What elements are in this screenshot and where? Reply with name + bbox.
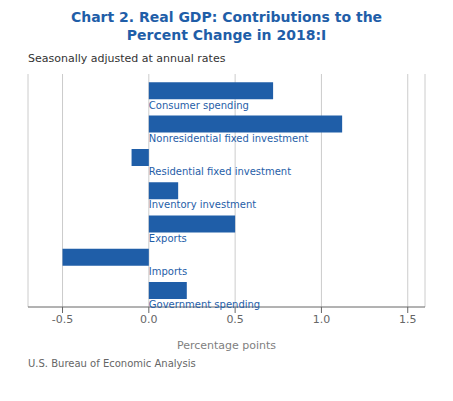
svg-text:Inventory investment: Inventory investment xyxy=(149,199,256,210)
svg-text:Consumer spending: Consumer spending xyxy=(149,100,249,111)
svg-text:Imports: Imports xyxy=(149,266,187,277)
html-text:Seasonally adjusted at annual: Seasonally adjusted at annual rates xyxy=(28,52,226,65)
svg-text:1.0: 1.0 xyxy=(313,313,331,326)
html-text:Chart 2. Real GDP: Contributio: Chart 2. Real GDP: Contributions to the … xyxy=(70,9,383,43)
svg-text:Nonresidential fixed investmen: Nonresidential fixed investment xyxy=(149,133,309,144)
html-text:U.S. Bureau of Economic Analys: U.S. Bureau of Economic Analysis xyxy=(28,358,196,369)
svg-text:Percentage points: Percentage points xyxy=(177,339,276,352)
svg-text:Exports: Exports xyxy=(149,233,187,244)
svg-text:0.0: 0.0 xyxy=(140,313,158,326)
svg-text:Government spending: Government spending xyxy=(149,299,260,310)
svg-text:1.5: 1.5 xyxy=(399,313,417,326)
svg-text:Residential fixed investment: Residential fixed investment xyxy=(149,166,291,177)
svg-text:0.5: 0.5 xyxy=(226,313,244,326)
svg-text:-0.5: -0.5 xyxy=(52,313,73,326)
